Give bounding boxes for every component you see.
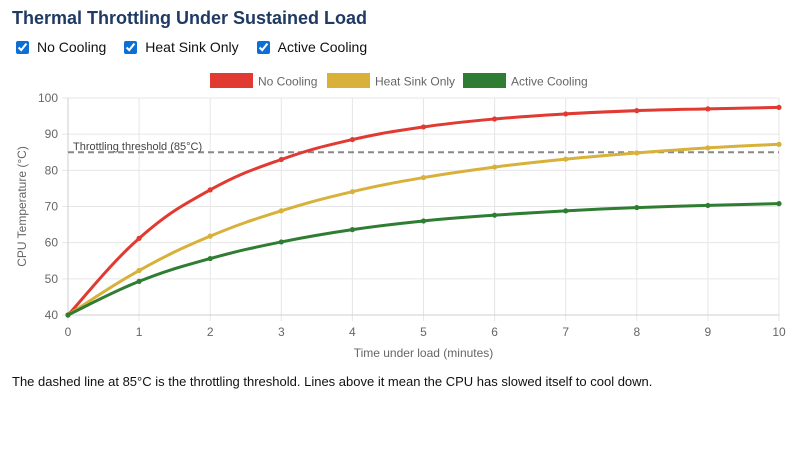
data-point xyxy=(349,136,355,143)
data-point xyxy=(776,201,782,207)
no-cooling-checkbox[interactable] xyxy=(16,40,29,54)
toggle-heat-sink-only[interactable]: Heat Sink Only xyxy=(124,39,239,55)
data-point xyxy=(705,145,711,151)
x-tick-label: 8 xyxy=(633,325,640,339)
x-axis-title: Time under load (minutes) xyxy=(354,346,494,360)
x-tick-label: 1 xyxy=(136,325,143,339)
legend-item: No Cooling xyxy=(210,73,317,89)
legend-label: Heat Sink Only xyxy=(375,75,455,89)
x-tick-label: 9 xyxy=(705,325,712,339)
active-cooling-checkbox[interactable] xyxy=(256,40,270,54)
x-tick-label: 3 xyxy=(278,325,285,339)
toggle-label: Active Cooling xyxy=(277,39,368,55)
data-point xyxy=(563,111,569,117)
y-tick-label: 50 xyxy=(45,272,59,286)
page-title: Thermal Throttling Under Sustained Load xyxy=(12,8,368,28)
legend-item: Heat Sink Only xyxy=(327,73,455,89)
data-point xyxy=(278,156,284,163)
threshold-label: Throttling threshold (85°C) xyxy=(73,141,202,153)
data-point xyxy=(492,116,498,122)
temperature-chart: No Cooling Heat Sink Only Active Cooling40… xyxy=(15,73,786,360)
series-line xyxy=(66,105,781,317)
legend-label: Active Cooling xyxy=(511,75,588,89)
data-point xyxy=(136,267,142,274)
data-point xyxy=(136,278,142,284)
y-tick-label: 70 xyxy=(45,200,59,214)
data-point xyxy=(492,212,498,218)
data-point xyxy=(776,104,782,111)
data-point xyxy=(65,312,71,318)
legend-swatch xyxy=(210,73,253,88)
data-point xyxy=(634,204,640,211)
data-point xyxy=(705,202,711,209)
legend-label: No Cooling xyxy=(258,75,317,89)
legend-swatch xyxy=(463,73,506,88)
data-point xyxy=(705,106,711,112)
x-tick-label: 0 xyxy=(65,325,72,339)
y-tick-label: 100 xyxy=(38,91,58,105)
chart-note: The dashed line at 85°C is the throttlin… xyxy=(12,374,653,389)
x-tick-label: 7 xyxy=(562,325,569,339)
y-tick-label: 80 xyxy=(45,163,59,177)
y-tick-label: 40 xyxy=(45,308,59,322)
data-point xyxy=(776,141,782,147)
data-point xyxy=(349,227,355,233)
legend-item: Active Cooling xyxy=(463,73,588,89)
x-tick-label: 4 xyxy=(349,325,356,339)
toggle-no-cooling[interactable]: No Cooling xyxy=(16,39,106,55)
legend: No Cooling Heat Sink Only Active Cooling xyxy=(210,73,588,89)
heat-sink-only-checkbox[interactable] xyxy=(124,40,138,54)
data-point xyxy=(634,108,640,114)
data-point xyxy=(349,189,355,195)
data-point xyxy=(563,208,569,214)
data-point xyxy=(278,208,284,214)
legend-swatch xyxy=(327,73,370,88)
series-toggles: No Cooling Heat Sink Only Active Cooling xyxy=(16,39,385,55)
toggle-active-cooling[interactable]: Active Cooling xyxy=(256,39,368,55)
data-point xyxy=(634,150,640,156)
y-tick-label: 60 xyxy=(45,236,59,250)
y-axis-title: CPU Temperature (°C) xyxy=(15,146,29,267)
data-point xyxy=(492,164,498,170)
x-tick-label: 6 xyxy=(491,325,498,339)
data-point xyxy=(420,218,427,224)
x-tick-label: 2 xyxy=(207,325,214,339)
data-point xyxy=(207,255,213,262)
toggle-label: No Cooling xyxy=(37,39,107,55)
y-tick-label: 90 xyxy=(45,127,59,141)
data-point xyxy=(207,233,213,239)
toggle-label: Heat Sink Only xyxy=(145,39,239,55)
data-point xyxy=(563,156,569,162)
x-tick-label: 10 xyxy=(772,325,786,339)
data-point xyxy=(420,174,427,181)
data-point xyxy=(207,187,213,193)
data-point xyxy=(136,235,142,241)
data-point xyxy=(420,124,427,130)
data-point xyxy=(278,239,284,245)
series-active-cooling xyxy=(65,201,782,318)
x-tick-label: 5 xyxy=(420,325,427,339)
